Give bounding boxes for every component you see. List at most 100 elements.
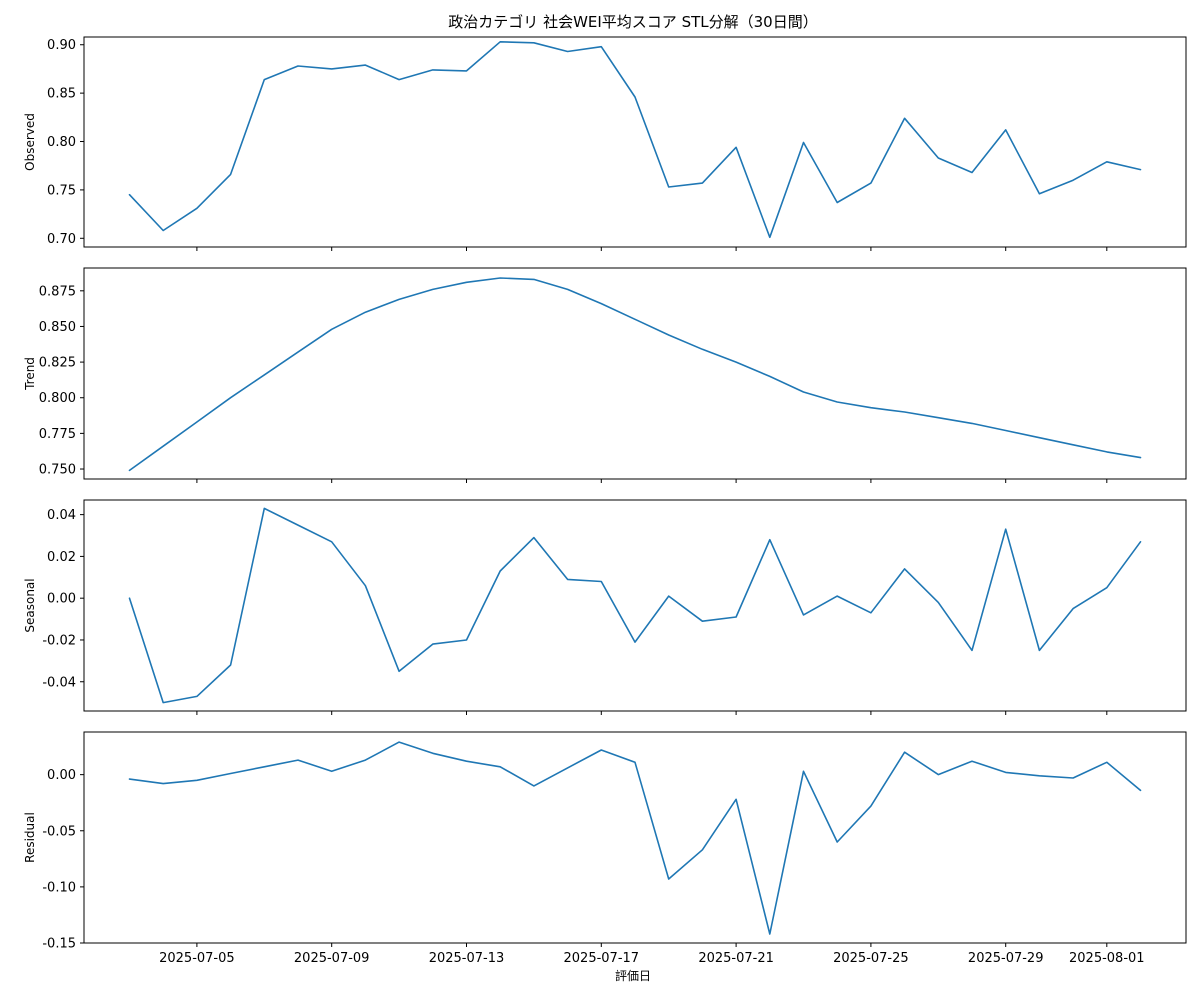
- residual-data-point: [734, 797, 738, 801]
- observed-data-point: [1037, 192, 1041, 196]
- residual-data-point: [127, 777, 131, 781]
- residual-data-point: [262, 765, 266, 769]
- trend-data-point: [667, 333, 671, 337]
- observed-data-point: [296, 64, 300, 68]
- seasonal-data-point: [802, 613, 806, 617]
- residual-data-point: [667, 877, 671, 881]
- seasonal-data-point: [330, 540, 334, 544]
- trend-panel: 0.750 0.775 0.800 0.825 0.850 0.875 Trend: [23, 267, 1187, 483]
- observed-data-point: [532, 41, 536, 45]
- observed-data-point: [768, 235, 772, 239]
- trend-data-point: [835, 400, 839, 404]
- seasonal-data-point: [532, 536, 536, 540]
- seasonal-data-point: [903, 567, 907, 571]
- seasonal-data-point: [869, 611, 873, 615]
- observed-data-point: [397, 78, 401, 82]
- trend-data-point: [195, 420, 199, 424]
- seasonal-data-point: [1004, 527, 1008, 531]
- residual-series-line: [128, 741, 1142, 935]
- observed-data-point: [1071, 178, 1075, 182]
- observed-data-point: [667, 185, 671, 189]
- residual-y-tick-label: 0.00: [47, 768, 76, 783]
- trend-data-point: [869, 406, 873, 410]
- observed-data-point: [262, 78, 266, 82]
- trend-y-tick-label: 0.750: [39, 463, 76, 478]
- seasonal-data-point: [1105, 586, 1109, 590]
- seasonal-data-point: [700, 619, 704, 623]
- seasonal-data-point: [296, 523, 300, 527]
- residual-y-tick-label: -0.05: [42, 824, 76, 839]
- trend-y-tick-label: 0.850: [39, 320, 76, 335]
- trend-data-point: [161, 444, 165, 448]
- seasonal-y-tick-label: -0.04: [42, 675, 76, 690]
- seasonal-data-point: [633, 640, 637, 644]
- residual-axes-frame: [83, 731, 1187, 944]
- seasonal-y-axis-label: Seasonal: [23, 578, 37, 632]
- trend-data-point: [532, 277, 536, 281]
- trend-data-point: [633, 317, 637, 321]
- seasonal-data-point: [229, 663, 233, 667]
- x-tick-label: 2025-08-01: [1069, 951, 1145, 966]
- trend-data-point: [1071, 443, 1075, 447]
- observed-data-point: [734, 145, 738, 149]
- residual-data-point: [161, 782, 165, 786]
- observed-data-point: [229, 172, 233, 176]
- x-tick-label: 2025-07-25: [833, 951, 909, 966]
- seasonal-data-point: [1037, 648, 1041, 652]
- observed-data-point: [936, 156, 940, 160]
- observed-data-point: [330, 67, 334, 71]
- seasonal-data-point: [734, 615, 738, 619]
- trend-data-point: [734, 360, 738, 364]
- seasonal-data-point: [1139, 540, 1143, 544]
- observed-data-point: [599, 45, 603, 49]
- residual-data-point: [1071, 776, 1075, 780]
- residual-data-point: [869, 804, 873, 808]
- trend-data-point: [431, 287, 435, 291]
- observed-data-point: [1139, 168, 1143, 172]
- residual-data-point: [566, 766, 570, 770]
- seasonal-series-line: [128, 507, 1142, 704]
- residual-data-point: [330, 769, 334, 773]
- chart-title: 政治カテゴリ 社会WEI平均スコア STL分解（30日間）: [448, 13, 817, 31]
- observed-series-line: [128, 40, 1142, 239]
- observed-y-tick-label: 0.85: [47, 87, 76, 102]
- residual-data-point: [599, 748, 603, 752]
- trend-data-point: [566, 287, 570, 291]
- trend-data-point: [970, 421, 974, 425]
- observed-data-point: [1105, 160, 1109, 164]
- residual-data-point: [1004, 770, 1008, 774]
- residual-y-axis-label: Residual: [23, 812, 37, 863]
- residual-data-point: [363, 758, 367, 762]
- residual-data-point: [970, 759, 974, 763]
- residual-data-point: [195, 778, 199, 782]
- observed-data-point: [903, 116, 907, 120]
- trend-series-line: [128, 277, 1142, 472]
- seasonal-data-point: [936, 600, 940, 604]
- observed-data-point: [802, 140, 806, 144]
- seasonal-data-point: [262, 506, 266, 510]
- seasonal-y-tick-label: -0.02: [42, 633, 76, 648]
- observed-data-point: [700, 181, 704, 185]
- seasonal-data-point: [397, 669, 401, 673]
- residual-data-point: [431, 751, 435, 755]
- trend-y-axis-label: Trend: [23, 357, 37, 391]
- trend-data-point: [700, 347, 704, 351]
- observed-data-point: [633, 95, 637, 99]
- seasonal-panel: 0.04 0.02 0.00 -0.02 -0.04 Seasonal: [23, 499, 1187, 715]
- x-tick-label: 2025-07-17: [564, 951, 640, 966]
- residual-data-point: [464, 759, 468, 763]
- seasonal-data-point: [161, 701, 165, 705]
- seasonal-data-point: [431, 642, 435, 646]
- residual-data-point: [936, 773, 940, 777]
- observed-data-point: [127, 193, 131, 197]
- trend-y-tick-label: 0.825: [39, 356, 76, 371]
- trend-axes-frame: [83, 267, 1187, 480]
- seasonal-data-point: [363, 584, 367, 588]
- residual-data-point: [1139, 788, 1143, 792]
- x-tick-label: 2025-07-29: [968, 951, 1044, 966]
- seasonal-axes-frame: [83, 499, 1187, 712]
- seasonal-data-point: [835, 594, 839, 598]
- trend-data-point: [229, 396, 233, 400]
- observed-y-tick-label: 0.80: [47, 135, 76, 150]
